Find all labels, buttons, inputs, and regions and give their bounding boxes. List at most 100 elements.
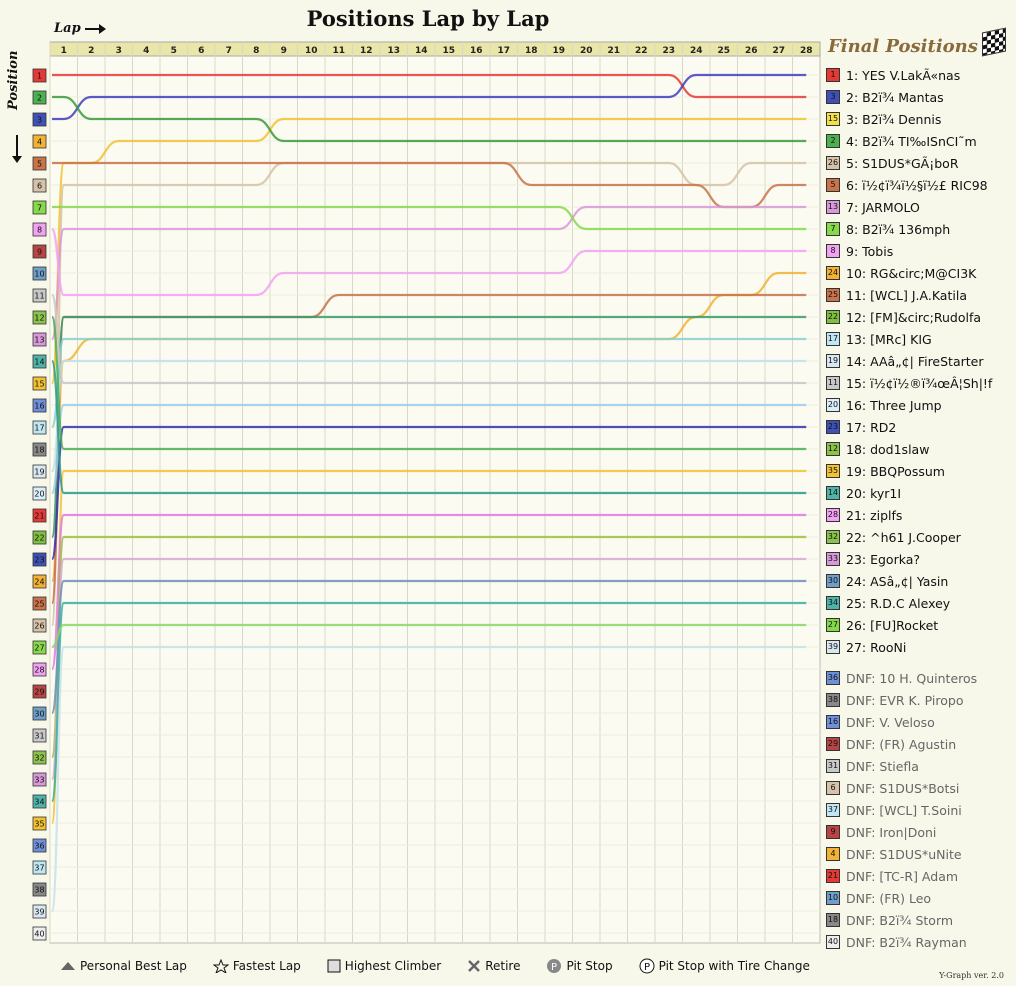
legend-label: 5: S1DUS*GÃ¡boR <box>846 155 959 171</box>
series-line <box>50 315 807 451</box>
series-line <box>50 601 807 803</box>
legend-highest-climber: Highest Climber <box>327 958 441 974</box>
position-tick-label: 38 <box>34 886 44 895</box>
legend-label: 7: JARMOLO <box>846 199 920 215</box>
position-tick-label: 34 <box>34 798 44 807</box>
legend-row: 8 9: Tobis <box>826 240 893 262</box>
lap-tick-label: 11 <box>332 46 345 56</box>
dnf-row: 18 DNF: B2ï¾ Storm <box>826 909 953 931</box>
legend-badge: 10 <box>826 891 840 905</box>
lap-tick-label: 2 <box>88 46 94 56</box>
position-badge <box>32 618 47 633</box>
position-tick-label: 16 <box>34 402 44 411</box>
position-tick-label: 9 <box>37 248 42 257</box>
position-badge <box>32 662 47 677</box>
series-line <box>50 205 807 341</box>
legend-badge: 38 <box>826 693 840 707</box>
legend-row: 28 21: ziplfs <box>826 504 902 526</box>
series-line <box>51 95 807 143</box>
series-line <box>50 293 807 385</box>
legend-row: 35 19: BBQPossum <box>826 460 945 482</box>
lap-tick-label: 15 <box>442 46 455 56</box>
position-badge <box>32 684 47 699</box>
position-tick-label: 7 <box>37 204 42 213</box>
position-tick-label: 28 <box>34 666 44 675</box>
position-tick-label: 21 <box>34 512 44 521</box>
lap-tick-label: 18 <box>525 46 538 56</box>
position-tick-label: 6 <box>37 182 42 191</box>
legend-label: 14: AAâ„¢| FireStarter <box>846 353 984 369</box>
position-badge <box>32 904 47 919</box>
legend-row: 27 26: [FU]Rocket <box>826 614 938 636</box>
legend-badge: 11 <box>826 376 840 390</box>
lap-tick-label: 9 <box>281 46 287 56</box>
position-badge <box>32 442 47 457</box>
legend-row: 25 11: [WCL] J.A.Katila <box>826 284 967 306</box>
series-line <box>50 315 807 539</box>
legend-label: 17: RD2 <box>846 419 897 435</box>
pit-stop-icon: P <box>547 959 562 973</box>
series-line <box>50 359 807 495</box>
legend-badge: 18 <box>826 913 840 927</box>
legend-label: DNF: 10 H. Quinteros <box>846 670 978 686</box>
lap-axis-label: Lap <box>54 21 106 36</box>
position-tick-label: 15 <box>34 380 44 389</box>
legend-badge: 35 <box>826 464 840 478</box>
legend-tire-change-label: Pit Stop with Tire Change <box>658 959 810 973</box>
position-badge <box>32 376 47 391</box>
legend-label: DNF: S1DUS*Botsi <box>846 780 960 796</box>
legend-label: 12: [FM]&circ;Rudolfa <box>846 309 982 325</box>
series-line <box>50 513 807 671</box>
legend-fastest-lap-label: Fastest Lap <box>232 959 301 973</box>
series-line <box>51 623 807 649</box>
position-tick-label: 32 <box>34 754 44 763</box>
legend-badge: 34 <box>826 596 840 610</box>
position-badge <box>32 772 47 787</box>
legend-badge: 5 <box>826 178 840 192</box>
position-badge <box>32 68 47 83</box>
position-tick-label: 35 <box>34 820 44 829</box>
legend-label: 16: Three Jump <box>846 397 942 413</box>
position-badge <box>32 486 47 501</box>
tire-change-icon: P <box>639 958 655 974</box>
legend-badge: 8 <box>826 244 840 258</box>
position-badge <box>32 464 47 479</box>
legend-row: 23 17: RD2 <box>826 416 896 438</box>
legend-personal-best-label: Personal Best Lap <box>80 959 187 973</box>
position-tick-label: 14 <box>34 358 44 367</box>
lap-tick-label: 26 <box>745 46 758 56</box>
lap-tick-label: 6 <box>198 46 204 56</box>
version-label: Y-Graph ver. 2.0 <box>939 971 1004 980</box>
legend-row: 3 2: B2ï¾ Mantas <box>826 86 944 108</box>
legend-retire-label: Retire <box>485 959 521 973</box>
position-tick-label: 36 <box>34 842 44 851</box>
legend-label: 19: BBQPossum <box>846 463 945 479</box>
series-line <box>50 579 807 715</box>
series-line <box>50 645 807 913</box>
position-tick-label: 4 <box>37 138 42 147</box>
legend-badge: 33 <box>826 552 840 566</box>
lap-tick-label: 10 <box>305 46 318 56</box>
position-badge <box>32 508 47 523</box>
legend-badge: 37 <box>826 803 840 817</box>
position-tick-label: 26 <box>34 622 44 631</box>
legend-pit-stop: P Pit Stop <box>546 958 613 974</box>
position-tick-label: 25 <box>34 600 44 609</box>
legend-label: 6: ï½¢ï¾ï½§ï½£ RIC98 <box>846 177 988 193</box>
series-line <box>50 117 807 385</box>
position-tick-label: 18 <box>34 446 44 455</box>
series-line <box>51 73 807 99</box>
legend-badge: 32 <box>826 530 840 544</box>
chart-title: Positions Lap by Lap <box>306 6 550 31</box>
legend-badge: 2 <box>826 134 840 148</box>
legend-badge: 31 <box>826 759 840 773</box>
legend-badge: 19 <box>826 354 840 368</box>
right-arrow-icon <box>84 23 106 34</box>
legend-label: DNF: S1DUS*uNite <box>846 846 962 862</box>
series-line <box>50 359 807 473</box>
lap-tick-label: 19 <box>552 46 565 56</box>
position-badge <box>32 288 47 303</box>
position-badge <box>32 838 47 853</box>
series-line <box>50 469 807 825</box>
